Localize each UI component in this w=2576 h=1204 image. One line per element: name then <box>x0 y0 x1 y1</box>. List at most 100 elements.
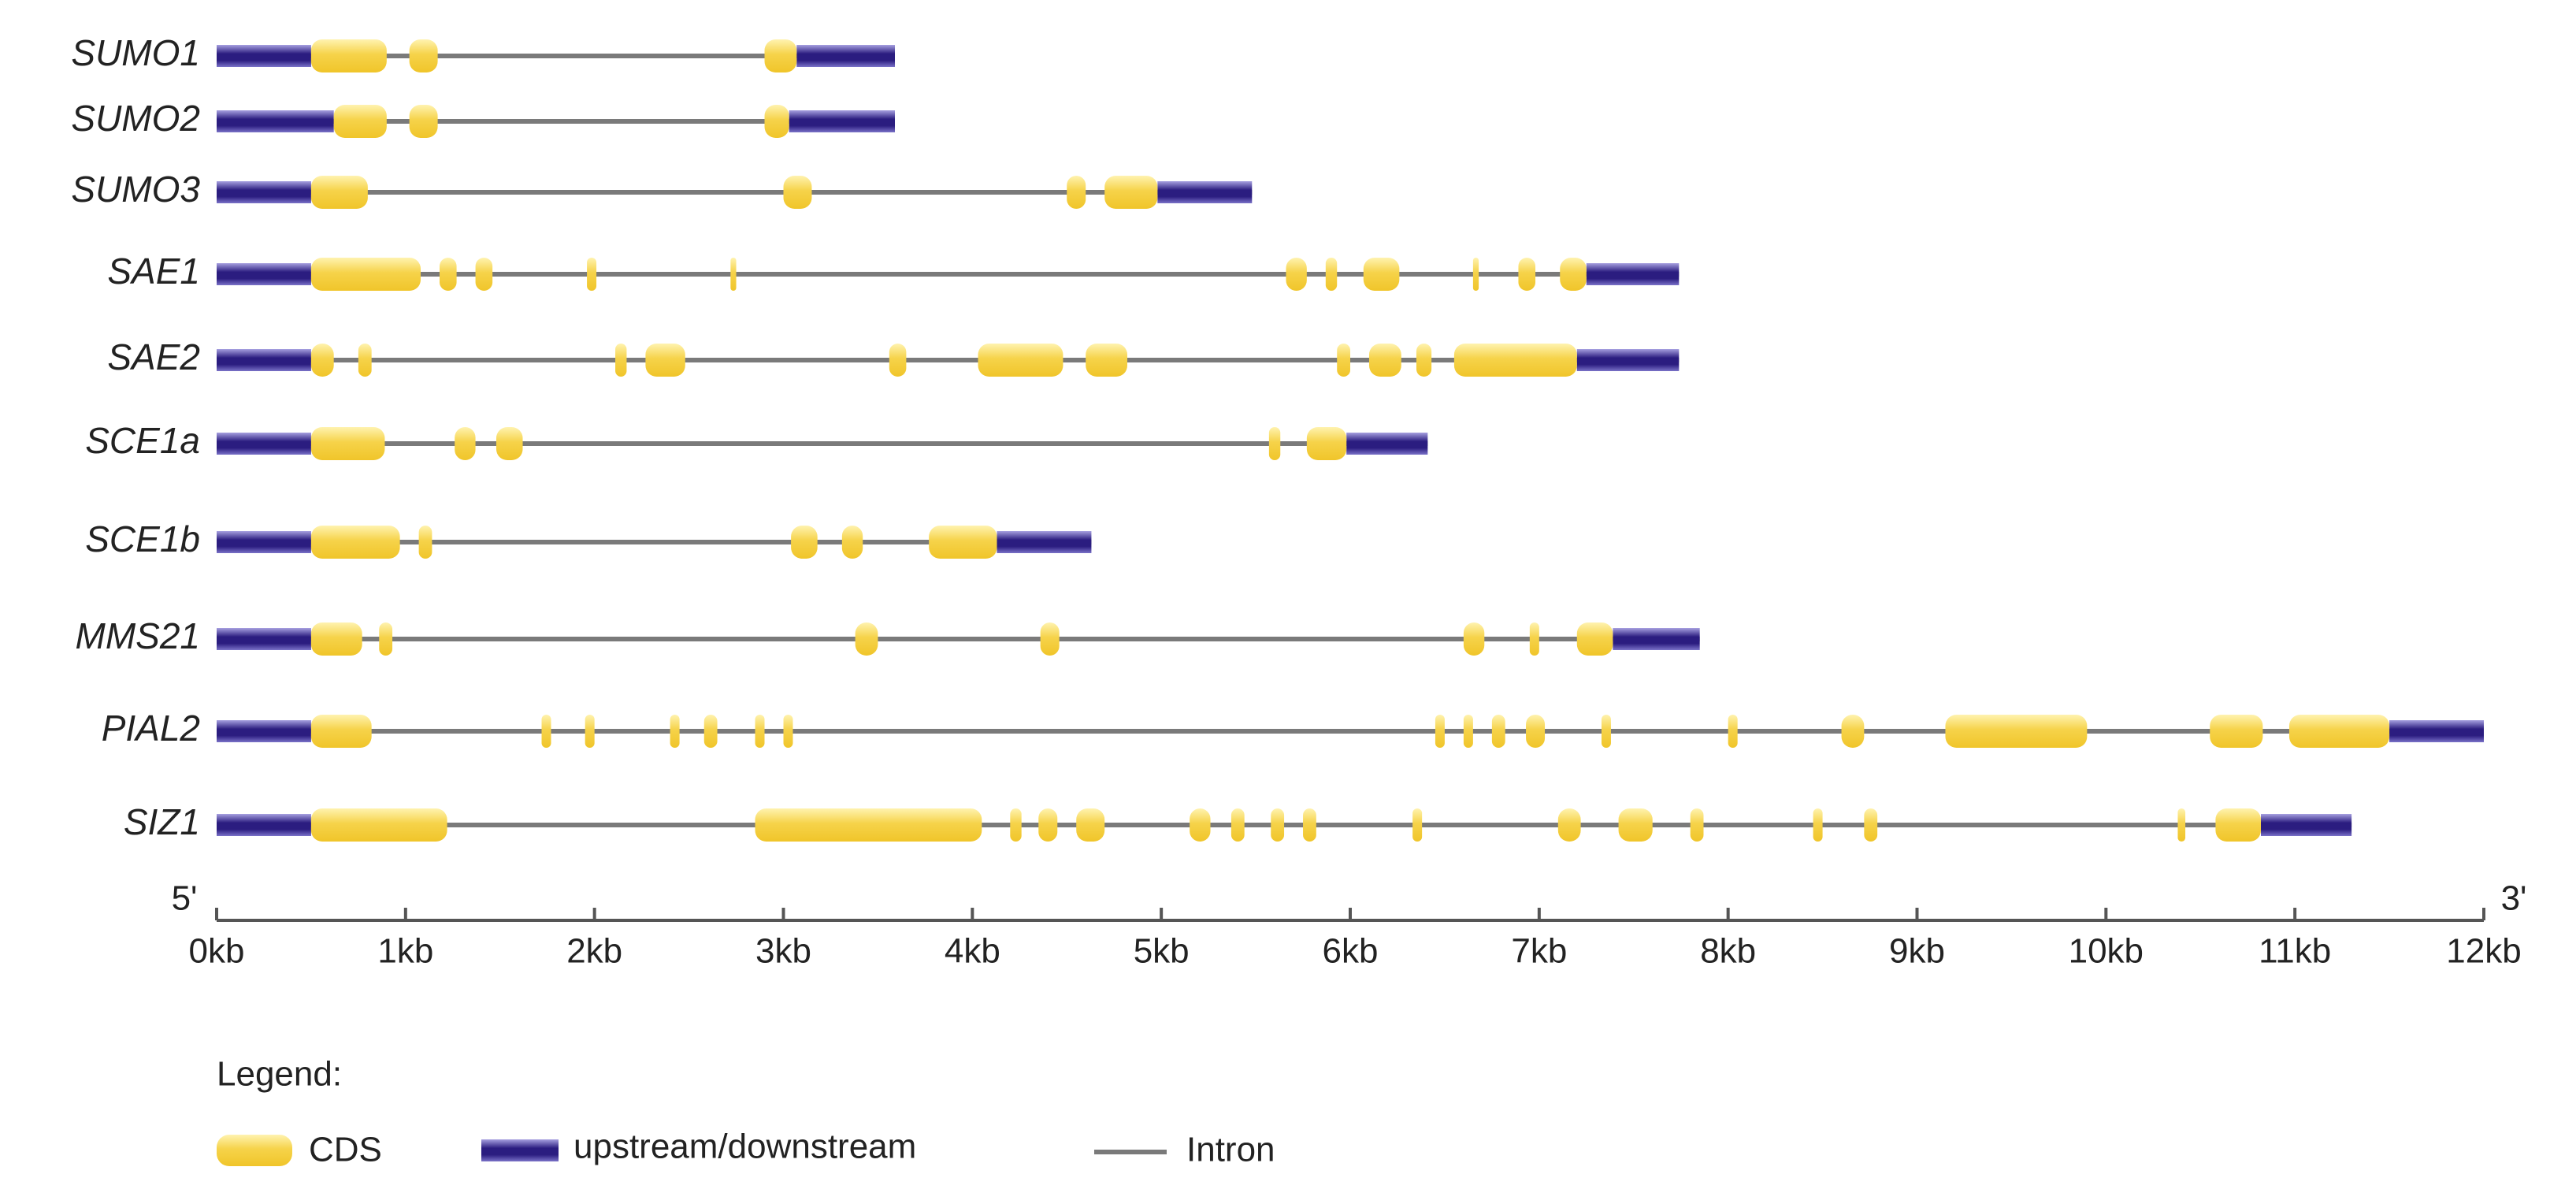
cds <box>670 715 680 748</box>
cds <box>310 808 447 842</box>
cds <box>730 258 737 291</box>
cds <box>929 526 997 559</box>
cds <box>310 427 385 460</box>
utr <box>217 531 311 553</box>
gene-label: SIZ1 <box>124 801 200 842</box>
cds <box>889 344 907 377</box>
cds <box>1526 715 1546 748</box>
cds <box>310 176 368 209</box>
cds <box>755 808 982 842</box>
cds <box>1306 427 1347 460</box>
cds <box>1491 715 1505 748</box>
cds <box>2215 808 2261 842</box>
cds <box>791 526 818 559</box>
cds <box>310 258 421 291</box>
cds <box>783 715 793 748</box>
gene-label: PIAL2 <box>102 708 200 749</box>
legend-title: Legend: <box>217 1055 342 1094</box>
utr <box>217 814 311 836</box>
cds <box>615 344 627 377</box>
cds <box>841 526 863 559</box>
cds <box>1945 715 2088 748</box>
x-tick-label: 0kb <box>189 932 245 971</box>
legend-label: Intron <box>1186 1131 1275 1169</box>
cds <box>418 526 432 559</box>
gene-label: SAE2 <box>107 336 200 377</box>
cds <box>409 39 438 72</box>
legend-cds-swatch <box>217 1135 292 1166</box>
x-tick-label: 6kb <box>1323 932 1379 971</box>
x-tick-label: 5kb <box>1134 932 1190 971</box>
utr <box>2389 720 2484 742</box>
utr <box>1576 349 1680 371</box>
cds <box>1463 622 1485 656</box>
cds <box>409 105 438 138</box>
cds <box>783 176 812 209</box>
gene-label: SUMO3 <box>71 169 200 210</box>
legend-label: upstream/downstream <box>573 1128 916 1166</box>
cds <box>1337 344 1350 377</box>
cds <box>310 622 362 656</box>
cds <box>2288 715 2390 748</box>
cds <box>1086 344 1127 377</box>
cds <box>496 427 523 460</box>
utr <box>217 45 311 67</box>
cds <box>1038 808 1058 842</box>
cds <box>755 715 765 748</box>
cds <box>1463 715 1473 748</box>
cds <box>1518 258 1536 291</box>
utr <box>1613 628 1700 650</box>
x-tick-label: 11kb <box>2259 932 2331 971</box>
cds <box>703 715 718 748</box>
cds <box>1040 622 1060 656</box>
legend-label: CDS <box>309 1131 382 1169</box>
cds <box>358 344 372 377</box>
cds <box>1076 808 1105 842</box>
gene-label: SCE1b <box>85 518 200 559</box>
cds <box>1303 808 1316 842</box>
utr <box>997 531 1092 553</box>
cds <box>1472 258 1479 291</box>
axis-end-label: 3' <box>2501 879 2527 918</box>
cds <box>1690 808 1704 842</box>
cds <box>1864 808 1878 842</box>
cds <box>764 39 797 72</box>
cds <box>1363 258 1400 291</box>
gene-label: MMS21 <box>76 615 200 656</box>
cds <box>1368 344 1401 377</box>
utr <box>1157 181 1253 203</box>
legend-utr-swatch <box>481 1139 559 1161</box>
utr <box>217 720 311 742</box>
cds <box>333 105 387 138</box>
x-tick-label: 7kb <box>1511 932 1567 971</box>
cds <box>1560 258 1587 291</box>
cds <box>1416 344 1432 377</box>
utr <box>217 433 311 455</box>
cds <box>1067 176 1086 209</box>
utr <box>1346 433 1428 455</box>
cds <box>1529 622 1539 656</box>
utr <box>217 110 334 132</box>
gene-label: SAE1 <box>107 251 200 292</box>
cds <box>1286 258 1307 291</box>
x-tick-label: 1kb <box>377 932 433 971</box>
cds <box>764 105 789 138</box>
cds <box>1230 808 1245 842</box>
cds <box>310 344 334 377</box>
cds <box>310 526 400 559</box>
cds <box>2210 715 2263 748</box>
cds <box>1435 715 1445 748</box>
gene-label: SCE1a <box>85 420 200 461</box>
utr <box>1586 263 1680 285</box>
gene-label: SUMO2 <box>71 98 200 139</box>
x-tick-label: 8kb <box>1700 932 1756 971</box>
cds <box>1618 808 1653 842</box>
cds <box>1325 258 1338 291</box>
cds <box>1728 715 1738 748</box>
cds <box>1271 808 1285 842</box>
x-tick-label: 12kb <box>2446 932 2521 971</box>
utr <box>2260 814 2352 836</box>
cds <box>440 258 457 291</box>
